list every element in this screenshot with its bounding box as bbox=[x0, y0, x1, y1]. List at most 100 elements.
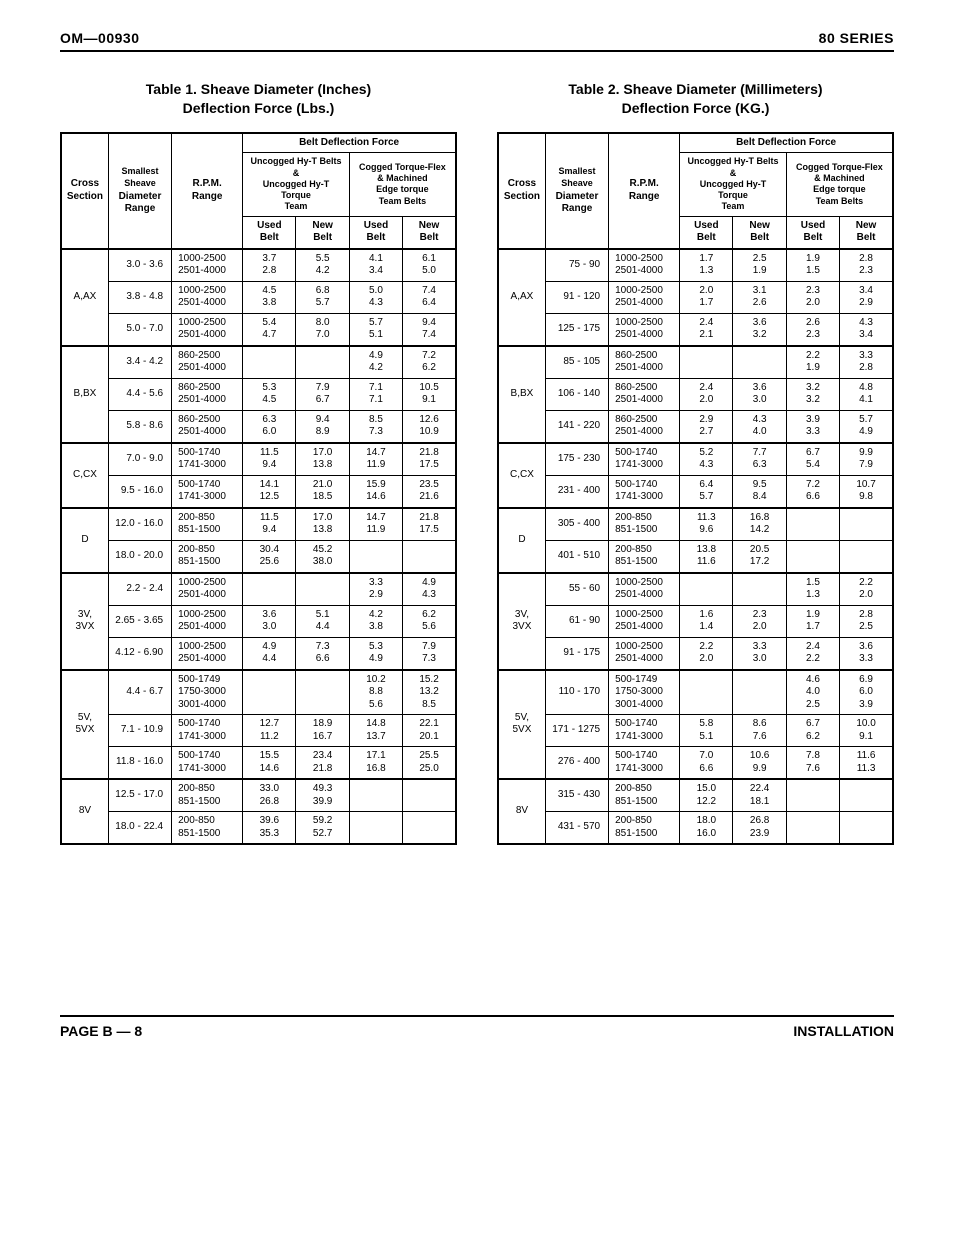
data-cell: 106 - 140 bbox=[545, 378, 608, 410]
data-cell: 18.916.7 bbox=[296, 715, 349, 747]
data-cell: 200-850851-1500 bbox=[609, 540, 680, 573]
cross-section-cell: C,CX bbox=[61, 443, 108, 508]
table-row: 3V,3VX2.2 - 2.41000-25002501-40003.32.94… bbox=[61, 573, 456, 606]
data-cell: 7.87.6 bbox=[786, 747, 839, 780]
footer-right: INSTALLATION bbox=[793, 1023, 894, 1039]
col-cross-section: CrossSection bbox=[61, 133, 108, 249]
table-row: C,CX175 - 230500-17401741-30005.24.37.76… bbox=[498, 443, 893, 476]
data-cell: 85 - 105 bbox=[545, 346, 608, 379]
data-cell: 5.14.4 bbox=[296, 605, 349, 637]
table-row: 9.5 - 16.0500-17401741-300014.112.521.01… bbox=[61, 475, 456, 508]
table-row: 106 - 140860-25002501-40002.42.03.63.03.… bbox=[498, 378, 893, 410]
data-cell: 860-25002501-4000 bbox=[172, 346, 243, 379]
table-row: 401 - 510200-850851-150013.811.620.517.2 bbox=[498, 540, 893, 573]
data-cell: 10.09.1 bbox=[840, 715, 893, 747]
data-cell: 10.59.1 bbox=[403, 378, 456, 410]
col-uncogged: Uncogged Hy-T Belts &Uncogged Hy-T Torqu… bbox=[243, 153, 350, 216]
table-row: 141 - 220860-25002501-40002.92.74.34.03.… bbox=[498, 410, 893, 443]
data-cell: 500-17401741-3000 bbox=[172, 475, 243, 508]
data-cell: 3.33.0 bbox=[733, 637, 786, 670]
data-cell: 9.58.4 bbox=[733, 475, 786, 508]
table-row: 431 - 570200-850851-150018.016.026.823.9 bbox=[498, 812, 893, 845]
data-cell: 1.91.5 bbox=[786, 249, 839, 282]
data-cell: 2.21.9 bbox=[786, 346, 839, 379]
data-cell: 10.69.9 bbox=[733, 747, 786, 780]
col-cogged: Cogged Torque-Flex& MachinedEdge torqueT… bbox=[349, 153, 456, 216]
data-cell: 17.013.8 bbox=[296, 443, 349, 476]
data-cell: 5.8 - 8.6 bbox=[108, 410, 171, 443]
cross-section-cell: 5V,5VX bbox=[498, 670, 545, 780]
data-cell: 1000-25002501-4000 bbox=[172, 313, 243, 346]
data-cell: 2.92.7 bbox=[680, 410, 733, 443]
data-cell bbox=[786, 779, 839, 812]
data-cell bbox=[296, 346, 349, 379]
table-row: 18.0 - 20.0200-850851-150030.425.645.238… bbox=[61, 540, 456, 573]
table-row: B,BX85 - 105860-25002501-40002.21.93.32.… bbox=[498, 346, 893, 379]
data-cell: 3.0 - 3.6 bbox=[108, 249, 171, 282]
data-cell: 6.76.2 bbox=[786, 715, 839, 747]
data-cell: 4.34.0 bbox=[733, 410, 786, 443]
data-cell: 11.611.3 bbox=[840, 747, 893, 780]
data-cell: 5.74.9 bbox=[840, 410, 893, 443]
table-row: 91 - 1751000-25002501-40002.22.03.33.02.… bbox=[498, 637, 893, 670]
data-cell: 860-25002501-4000 bbox=[172, 378, 243, 410]
data-cell: 7.0 - 9.0 bbox=[108, 443, 171, 476]
data-cell: 25.525.0 bbox=[403, 747, 456, 780]
data-cell: 3.42.9 bbox=[840, 281, 893, 313]
data-cell: 10.28.85.6 bbox=[349, 670, 402, 715]
data-cell: 6.85.7 bbox=[296, 281, 349, 313]
table-row: 276 - 400500-17401741-30007.06.610.69.97… bbox=[498, 747, 893, 780]
data-cell: 141 - 220 bbox=[545, 410, 608, 443]
data-cell bbox=[680, 346, 733, 379]
data-cell: 276 - 400 bbox=[545, 747, 608, 780]
table-row: 5.0 - 7.01000-25002501-40005.44.78.07.05… bbox=[61, 313, 456, 346]
data-cell: 4.12 - 6.90 bbox=[108, 637, 171, 670]
table-row: 11.8 - 16.0500-17401741-300015.514.623.4… bbox=[61, 747, 456, 780]
data-cell: 171 - 1275 bbox=[545, 715, 608, 747]
data-cell: 16.814.2 bbox=[733, 508, 786, 541]
cross-section-cell: 5V,5VX bbox=[61, 670, 108, 780]
data-cell: 21.817.5 bbox=[403, 443, 456, 476]
data-cell: 11.59.4 bbox=[243, 443, 296, 476]
data-cell: 5.85.1 bbox=[680, 715, 733, 747]
footer-left: PAGE B — 8 bbox=[60, 1023, 142, 1039]
data-cell: 4.53.8 bbox=[243, 281, 296, 313]
data-cell: 61 - 90 bbox=[545, 605, 608, 637]
data-cell bbox=[786, 812, 839, 845]
data-cell: 12.5 - 17.0 bbox=[108, 779, 171, 812]
data-cell: 14.711.9 bbox=[349, 443, 402, 476]
data-cell: 12.610.9 bbox=[403, 410, 456, 443]
cross-section-cell: A,AX bbox=[61, 249, 108, 346]
data-cell: 7.97.3 bbox=[403, 637, 456, 670]
table-row: 61 - 901000-25002501-40001.61.42.32.01.9… bbox=[498, 605, 893, 637]
data-cell bbox=[840, 540, 893, 573]
data-cell: 500-17401741-3000 bbox=[609, 747, 680, 780]
data-cell: 200-850851-1500 bbox=[172, 508, 243, 541]
table-row: 171 - 1275500-17401741-30005.85.18.67.66… bbox=[498, 715, 893, 747]
table-row: 91 - 1201000-25002501-40002.01.73.12.62.… bbox=[498, 281, 893, 313]
data-cell bbox=[403, 779, 456, 812]
data-cell bbox=[349, 812, 402, 845]
table-row: 5V,5VX110 - 170500-17491750-30003001-400… bbox=[498, 670, 893, 715]
data-cell: 9.97.9 bbox=[840, 443, 893, 476]
table-2-block: Table 2. Sheave Diameter (Millimeters)De… bbox=[497, 80, 894, 845]
data-cell: 500-17401741-3000 bbox=[172, 443, 243, 476]
data-cell: 500-17401741-3000 bbox=[172, 715, 243, 747]
cross-section-cell: D bbox=[61, 508, 108, 573]
data-cell: 231 - 400 bbox=[545, 475, 608, 508]
cross-section-cell: 8V bbox=[498, 779, 545, 844]
data-cell: 1000-25002501-4000 bbox=[172, 605, 243, 637]
data-cell: 8.67.6 bbox=[733, 715, 786, 747]
data-cell: 20.517.2 bbox=[733, 540, 786, 573]
data-cell: 23.421.8 bbox=[296, 747, 349, 780]
data-cell: 17.013.8 bbox=[296, 508, 349, 541]
data-cell: 1000-25002501-4000 bbox=[172, 281, 243, 313]
col-bdf: Belt Deflection Force bbox=[680, 133, 893, 153]
cross-section-cell: C,CX bbox=[498, 443, 545, 508]
data-cell: 500-17491750-30003001-4000 bbox=[609, 670, 680, 715]
data-cell: 4.94.4 bbox=[243, 637, 296, 670]
data-cell: 431 - 570 bbox=[545, 812, 608, 845]
data-cell: 2.65 - 3.65 bbox=[108, 605, 171, 637]
data-cell: 14.112.5 bbox=[243, 475, 296, 508]
data-cell: 15.213.28.5 bbox=[403, 670, 456, 715]
